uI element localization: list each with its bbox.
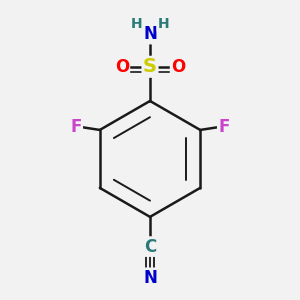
Text: H: H [131,17,142,31]
Text: N: N [143,269,157,287]
Text: N: N [143,25,157,43]
Text: O: O [115,58,129,76]
Text: F: F [70,118,82,136]
Text: C: C [144,238,156,256]
Text: F: F [218,118,230,136]
Text: H: H [158,17,169,31]
Text: S: S [143,57,157,76]
Text: O: O [171,58,185,76]
